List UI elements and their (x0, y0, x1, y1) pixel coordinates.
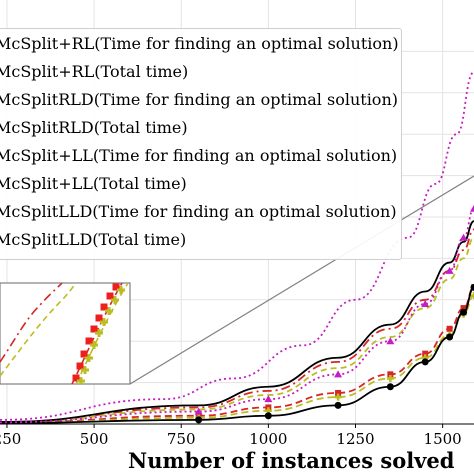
data-point (194, 407, 203, 415)
inset-frame (0, 282, 131, 385)
data-point (459, 233, 468, 241)
inset-data-point (76, 362, 84, 370)
data-point (445, 266, 454, 274)
data-point (470, 292, 474, 300)
zoom-inset (0, 282, 131, 385)
data-point (264, 412, 272, 420)
x-tick-label: 1250 (336, 430, 374, 448)
inset-data-point (77, 377, 85, 384)
inset-data-point (111, 296, 119, 304)
data-point (264, 395, 273, 403)
inset-series-line (75, 283, 129, 384)
inset-series-line (0, 283, 63, 363)
data-point (470, 204, 474, 212)
x-tick-labels: 250 500 750 1000 1250 1500 (0, 424, 462, 448)
data-point (334, 401, 342, 409)
data-point (387, 371, 394, 378)
inset-data-point (105, 307, 113, 315)
inset-data-point (80, 350, 88, 358)
data-point (335, 389, 342, 396)
data-point (386, 337, 395, 345)
legend: McSplit+RL(Time for finding an optimal s… (0, 28, 402, 260)
data-point (470, 283, 474, 291)
data-point (460, 305, 467, 312)
data-point (386, 383, 394, 391)
series-line (0, 286, 474, 425)
inset-series-line (0, 283, 77, 377)
data-point (460, 308, 468, 316)
x-tick-label: 750 (167, 430, 196, 448)
x-tick-label: 1500 (424, 430, 462, 448)
inset-data-point (90, 325, 98, 333)
zoom-connector-line (129, 175, 474, 385)
legend-entry: McSplit+RL(Total time) (0, 62, 189, 81)
legend-entry: McSplit+RL(Time for finding an optimal s… (0, 34, 399, 53)
inset-data-point (85, 354, 93, 362)
inset-data-point (100, 318, 108, 326)
data-point (421, 358, 429, 366)
data-point (421, 299, 430, 307)
x-axis-label: Number of instances solved (128, 448, 455, 473)
inset-data-point (85, 337, 93, 345)
data-point (446, 325, 453, 332)
legend-entry: McSplitLLD(Total time) (0, 230, 187, 249)
series-lines (0, 71, 474, 425)
legend-entry: McSplit+LL(Total time) (0, 174, 187, 193)
legend-entry: McSplitLLD(Time for finding an optimal s… (0, 202, 397, 221)
data-point (422, 350, 429, 357)
inset-data-point (95, 329, 103, 337)
data-point (334, 370, 343, 378)
x-tick-label: 500 (80, 430, 109, 448)
inset-data-point (112, 283, 120, 291)
inset-data-point (95, 314, 103, 322)
inset-data-point (106, 292, 114, 300)
data-point (446, 333, 454, 341)
data-point (195, 416, 203, 424)
zoom-connector-line (129, 175, 474, 385)
inset-data-point (81, 366, 89, 374)
inset-data-point (90, 341, 98, 349)
series-line (0, 228, 474, 423)
series-line (0, 207, 474, 424)
inset-series-line (71, 283, 123, 384)
data-point (386, 374, 394, 382)
legend-entry: McSplitRLD(Time for finding an optimal s… (0, 90, 398, 109)
legend-entry: McSplitRLD(Total time) (0, 118, 188, 137)
inset-data-point (100, 303, 108, 311)
data-point (334, 393, 342, 401)
inset-content (0, 283, 129, 384)
series-line (0, 71, 474, 421)
legend-entry: McSplit+LL(Time for finding an optimal s… (0, 146, 398, 165)
x-tick-label: 250 (0, 430, 21, 448)
x-tick-label: 1000 (249, 430, 287, 448)
series-line (0, 286, 474, 424)
inset-data-point (72, 374, 80, 382)
series-line (0, 236, 474, 424)
inset-data-point (117, 286, 125, 294)
